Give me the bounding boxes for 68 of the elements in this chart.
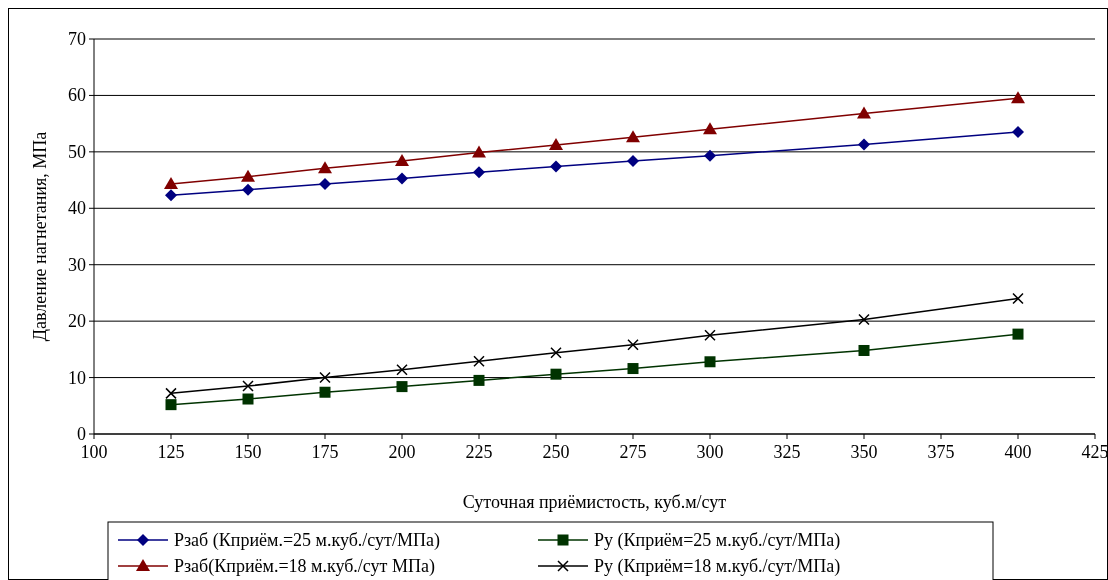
y-tick-label: 0 (77, 424, 86, 444)
point (1012, 126, 1024, 139)
point (1011, 91, 1025, 104)
point (473, 166, 485, 179)
point (165, 387, 177, 400)
x-axis-title: Суточная приёмистость, куб.м/сут (462, 492, 727, 512)
point (242, 393, 254, 405)
point (704, 356, 716, 368)
point (319, 386, 331, 398)
x-tick-label: 150 (234, 442, 262, 462)
point (165, 189, 177, 202)
x-tick-label: 125 (157, 442, 185, 462)
x-tick-label: 250 (542, 442, 570, 462)
point (242, 183, 254, 196)
y-tick-label: 50 (68, 141, 86, 162)
point (704, 149, 716, 162)
y-tick-label: 70 (68, 29, 86, 49)
x-tick-label: 325 (773, 442, 801, 462)
legend-label: Ру (Кприём=25 м.куб./сут/МПа) (594, 530, 841, 551)
x-tick-label: 300 (696, 442, 724, 462)
x-tick-label: 100 (80, 442, 108, 462)
legend-label: Рзаб(Кприём.=18 м.куб./сут МПа) (174, 556, 435, 577)
point (858, 138, 870, 151)
point (703, 122, 717, 135)
point (473, 374, 485, 386)
point (164, 177, 178, 190)
x-tick-label: 400 (1004, 442, 1032, 462)
point (319, 371, 331, 384)
point (1012, 292, 1024, 305)
y-tick-label: 10 (68, 367, 86, 388)
point (704, 329, 716, 341)
x-tick-label: 225 (465, 442, 493, 462)
x-tick-label: 275 (619, 442, 647, 462)
point (395, 153, 409, 166)
point (550, 368, 562, 380)
y-tick-label: 20 (68, 311, 86, 332)
x-tick-label: 375 (927, 442, 955, 462)
y-tick-label: 40 (68, 198, 86, 219)
x-tick-label: 175 (311, 442, 339, 462)
point (396, 381, 408, 393)
y-tick-label: 30 (68, 254, 86, 275)
point (858, 313, 870, 326)
point (627, 363, 639, 375)
y-tick-label: 60 (68, 85, 86, 106)
point (242, 380, 254, 392)
point (396, 363, 408, 376)
point (550, 346, 562, 359)
point (627, 339, 639, 351)
point (241, 169, 255, 182)
point (396, 172, 408, 185)
point (857, 106, 871, 119)
point (165, 399, 177, 411)
legend-label: Ру (Кприём=18 м.куб./сут/МПа) (594, 556, 841, 577)
legend-label: Рзаб (Кприём.=25 м.куб./сут/МПа) (174, 530, 440, 551)
y-axis-title: Давление нагнетания, МПа (30, 131, 50, 342)
point (319, 178, 331, 191)
x-tick-label: 200 (388, 442, 416, 462)
x-tick-label: 350 (850, 442, 878, 462)
point (550, 160, 562, 173)
point (1012, 328, 1024, 340)
point (318, 161, 332, 174)
point (627, 154, 639, 167)
point (549, 138, 563, 151)
point (473, 355, 485, 367)
point (858, 344, 870, 356)
point (626, 130, 640, 143)
point (472, 145, 486, 158)
x-tick-label: 425 (1081, 442, 1108, 462)
